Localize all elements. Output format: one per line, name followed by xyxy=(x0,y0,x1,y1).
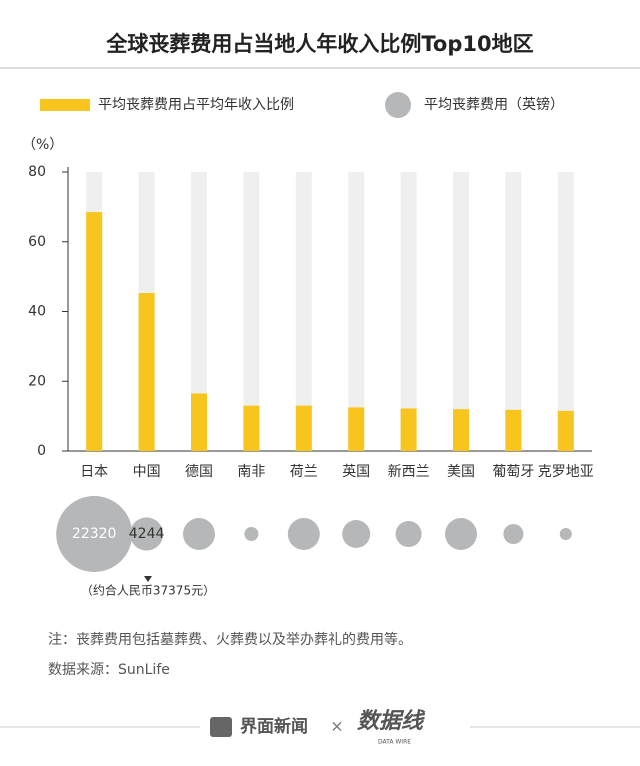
note: 注：丧葬费用包括墓葬费、火葬费以及举办葬礼的费用等。 xyxy=(48,631,412,648)
bubble xyxy=(244,526,259,542)
x-tick-label: 英国 xyxy=(342,463,370,480)
y-tick-label: 0 xyxy=(37,443,46,459)
bar xyxy=(505,409,522,451)
bar-background xyxy=(400,172,417,451)
source: 数据来源：SunLife xyxy=(48,662,170,678)
bar xyxy=(86,212,103,451)
logo: 数据线 xyxy=(357,709,426,734)
y-tick-label: 80 xyxy=(28,164,46,180)
bar-background xyxy=(295,172,312,451)
bar xyxy=(348,407,365,451)
bar-background xyxy=(191,172,207,451)
bar xyxy=(191,393,207,451)
bubble xyxy=(342,519,371,549)
y-axis-label: （%） xyxy=(22,137,63,153)
separator: × xyxy=(330,717,343,736)
bar-background xyxy=(243,172,260,451)
x-tick-label: 葡萄牙 xyxy=(492,464,534,480)
bar xyxy=(453,409,469,451)
bubble xyxy=(503,523,524,545)
bar xyxy=(138,293,155,451)
bubble-label: 22320 xyxy=(72,526,117,542)
annotation: （约合人民币37375元） xyxy=(81,583,215,598)
bar xyxy=(557,410,574,451)
bubble xyxy=(130,517,164,551)
bar-background xyxy=(348,172,365,451)
bubble xyxy=(183,518,215,550)
x-tick-label: 克罗地亚 xyxy=(538,464,594,480)
legend-swatch xyxy=(385,92,411,118)
y-tick-label: 60 xyxy=(28,234,46,250)
x-tick-label: 荷兰 xyxy=(290,464,318,480)
bubble xyxy=(559,527,572,541)
legend-label: 平均丧葬费用（英镑） xyxy=(424,96,564,113)
x-tick-label: 南非 xyxy=(237,464,265,480)
x-tick-label: 德国 xyxy=(185,464,213,480)
bar xyxy=(243,405,260,451)
y-tick-label: 20 xyxy=(28,373,46,389)
bubble xyxy=(395,521,422,547)
logo-sub: DATA WIRE xyxy=(378,739,411,746)
bar-background xyxy=(453,172,469,451)
bubble xyxy=(445,518,477,550)
bar-background xyxy=(557,172,574,451)
x-tick-label: 日本 xyxy=(80,464,108,480)
chart-title: 全球丧葬费用占当地人年收入比例Top10地区 xyxy=(105,32,533,56)
bar-background xyxy=(505,172,522,451)
brand: 界面新闻 xyxy=(240,716,308,737)
legend-swatch xyxy=(40,99,90,111)
annotation-arrow xyxy=(144,576,152,582)
bubble xyxy=(56,496,133,572)
y-tick-label: 40 xyxy=(28,304,46,320)
brand-icon xyxy=(210,717,232,737)
legend-label: 平均丧葬费用占平均年收入比例 xyxy=(98,97,294,113)
x-tick-label: 新西兰 xyxy=(388,464,430,480)
x-tick-label: 美国 xyxy=(447,464,475,480)
x-tick-label: 中国 xyxy=(133,464,161,480)
bar xyxy=(295,405,312,451)
bar xyxy=(400,408,417,451)
bubble xyxy=(287,518,320,550)
bubble-label: 4244 xyxy=(129,526,165,542)
